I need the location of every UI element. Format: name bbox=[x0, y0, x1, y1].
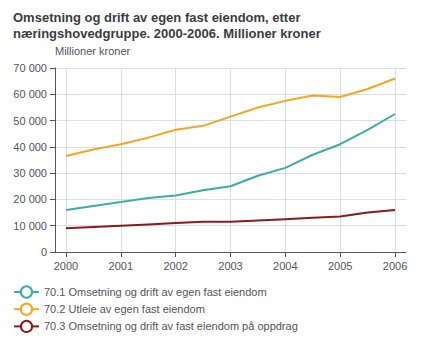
svg-text:70.3 Omsetning og drift av fas: 70.3 Omsetning og drift av fast eiendom … bbox=[44, 320, 298, 332]
svg-text:Omsetning og drift av egen fas: Omsetning og drift av egen fast eiendom,… bbox=[13, 10, 304, 25]
svg-text:2000: 2000 bbox=[54, 260, 78, 272]
svg-text:2001: 2001 bbox=[109, 260, 133, 272]
svg-text:2003: 2003 bbox=[218, 260, 242, 272]
svg-text:2002: 2002 bbox=[163, 260, 187, 272]
svg-text:20 000: 20 000 bbox=[13, 193, 47, 205]
svg-text:2006: 2006 bbox=[383, 260, 407, 272]
svg-text:2005: 2005 bbox=[328, 260, 352, 272]
svg-text:0: 0 bbox=[41, 246, 47, 258]
svg-text:60 000: 60 000 bbox=[13, 88, 47, 100]
svg-text:40 000: 40 000 bbox=[13, 141, 47, 153]
svg-text:30 000: 30 000 bbox=[13, 167, 47, 179]
svg-text:70.2 Utleie av egen fast eiend: 70.2 Utleie av egen fast eiendom bbox=[44, 303, 205, 315]
svg-text:70 000: 70 000 bbox=[13, 62, 47, 74]
svg-text:70.1 Omsetning og drift av ege: 70.1 Omsetning og drift av egen fast eie… bbox=[44, 286, 267, 298]
svg-text:10 000: 10 000 bbox=[13, 220, 47, 232]
svg-text:Millioner kroner: Millioner kroner bbox=[55, 45, 131, 57]
svg-text:næringshovedgruppe. 2000-2006.: næringshovedgruppe. 2000-2006. Millioner… bbox=[13, 26, 321, 41]
svg-text:2004: 2004 bbox=[273, 260, 297, 272]
svg-text:50 000: 50 000 bbox=[13, 115, 47, 127]
